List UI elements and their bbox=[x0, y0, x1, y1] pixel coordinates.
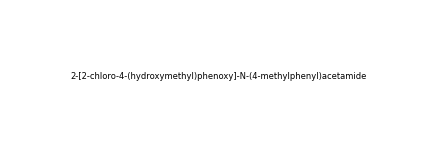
Text: 2-[2-chloro-4-(hydroxymethyl)phenoxy]-N-(4-methylphenyl)acetamide: 2-[2-chloro-4-(hydroxymethyl)phenoxy]-N-… bbox=[70, 72, 367, 81]
